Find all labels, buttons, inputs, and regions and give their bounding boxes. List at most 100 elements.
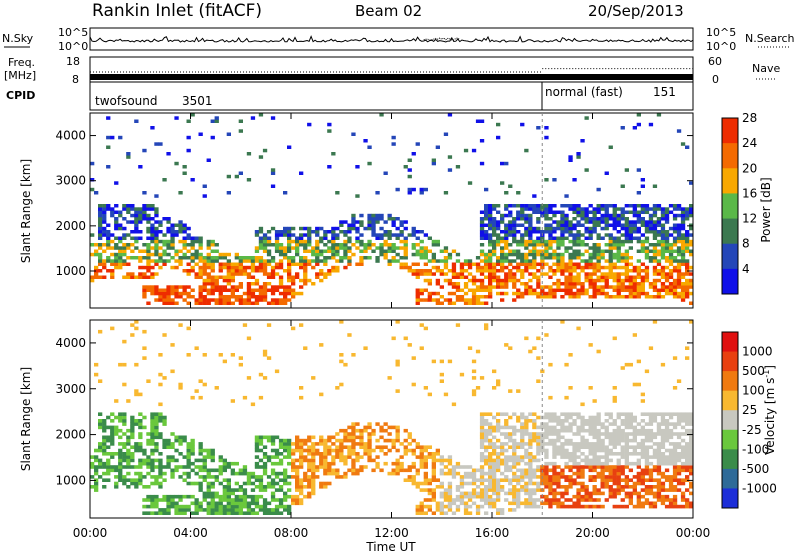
heatmap-cell <box>508 415 513 420</box>
heatmap-cell <box>158 461 163 466</box>
heatmap-cell <box>134 326 139 331</box>
heatmap-cell <box>540 425 545 430</box>
heatmap-cell <box>516 494 521 499</box>
heatmap-cell <box>548 295 553 299</box>
heatmap-cell <box>98 419 103 423</box>
heatmap-cell <box>564 478 569 482</box>
heatmap-cell <box>568 465 573 469</box>
nave-ytick-top: 60 <box>708 55 722 68</box>
heatmap-cell <box>307 249 312 253</box>
heatmap-cell <box>680 233 686 237</box>
heatmap-cell <box>524 217 529 221</box>
heatmap-cell <box>592 220 597 224</box>
heatmap-cell <box>500 448 505 453</box>
heatmap-cell <box>492 415 497 420</box>
heatmap-cell <box>347 448 352 453</box>
heatmap-cell <box>303 485 308 489</box>
heatmap-cell <box>395 226 400 231</box>
heatmap-cell <box>640 442 645 446</box>
heatmap-cell <box>134 119 139 123</box>
heatmap-cell <box>379 233 384 237</box>
heatmap-cell <box>616 428 621 433</box>
heatmap-cell <box>138 461 143 466</box>
heatmap-cell <box>283 288 288 292</box>
heatmap-cell <box>576 445 581 449</box>
heatmap-cell <box>604 425 609 430</box>
heatmap-cell <box>636 475 641 479</box>
heatmap-cell <box>652 455 658 459</box>
heatmap-cell <box>214 468 219 473</box>
power-colorbar-tick: 24 <box>742 136 757 150</box>
heatmap-cell <box>150 465 155 469</box>
heatmap-cell <box>299 455 304 459</box>
heatmap-cell <box>291 246 296 250</box>
heatmap-cell <box>488 275 493 279</box>
heatmap-cell <box>680 285 686 289</box>
heatmap-cell <box>459 298 465 302</box>
heatmap-cell <box>576 249 581 253</box>
heatmap-cell <box>359 239 364 244</box>
heatmap-cell <box>664 230 670 234</box>
heatmap-cell <box>158 265 163 270</box>
heatmap-cell <box>668 442 674 446</box>
heatmap-cell <box>488 428 493 433</box>
heatmap-cell <box>504 223 509 227</box>
heatmap-cell <box>110 269 115 273</box>
heatmap-cell <box>90 278 95 283</box>
heatmap-cell <box>118 455 123 459</box>
heatmap-cell <box>423 187 428 192</box>
heatmap-cell <box>564 288 569 292</box>
heatmap-cell <box>327 471 332 476</box>
heatmap-cell <box>283 191 288 195</box>
heatmap-cell <box>146 498 151 502</box>
heatmap-cell <box>287 288 292 292</box>
heatmap-cell <box>166 295 171 299</box>
heatmap-cell <box>664 256 670 260</box>
heatmap-cell <box>568 259 573 263</box>
heatmap-cell <box>508 223 513 227</box>
time-tick-label: 00:00 <box>73 526 108 540</box>
heatmap-cell <box>222 508 227 512</box>
heatmap-cell <box>110 246 115 250</box>
heatmap-cell <box>295 438 300 443</box>
heatmap-cell <box>576 461 581 466</box>
heatmap-cell <box>500 220 505 224</box>
heatmap-cell <box>636 236 641 240</box>
heatmap-cell <box>672 455 678 459</box>
heatmap-cell <box>572 265 577 270</box>
heatmap-cell <box>427 282 432 286</box>
heatmap-cell <box>234 269 239 273</box>
heatmap-cell <box>588 422 593 426</box>
heatmap-cell <box>395 320 400 324</box>
heatmap-cell <box>588 465 593 469</box>
heatmap-cell <box>668 282 674 286</box>
heatmap-cell <box>592 278 597 283</box>
heatmap-cell <box>138 448 143 453</box>
heatmap-cell <box>500 508 505 512</box>
heatmap-cell <box>660 445 666 449</box>
heatmap-cell <box>628 452 633 456</box>
heatmap-cell <box>307 478 312 482</box>
heatmap-cell <box>154 425 159 430</box>
heatmap-cell <box>158 432 163 436</box>
heatmap-cell <box>335 249 340 253</box>
heatmap-cell <box>488 226 493 231</box>
heatmap-cell <box>564 425 569 430</box>
heatmap-cell <box>258 269 264 273</box>
heatmap-cell <box>689 448 694 453</box>
heatmap-cell <box>556 465 561 469</box>
heatmap-cell <box>415 262 420 266</box>
heatmap-cell <box>371 468 376 473</box>
heatmap-cell <box>126 428 131 433</box>
heatmap-cell <box>343 461 348 466</box>
heatmap-cell <box>479 119 485 123</box>
heatmap-cell <box>624 412 629 416</box>
heatmap-cell <box>307 233 312 237</box>
heatmap-cell <box>532 207 537 211</box>
heatmap-cell <box>311 455 316 459</box>
heatmap-cell <box>246 291 252 296</box>
heatmap-cell <box>303 246 308 250</box>
heatmap-cell <box>154 465 159 469</box>
heatmap-cell <box>287 285 292 289</box>
